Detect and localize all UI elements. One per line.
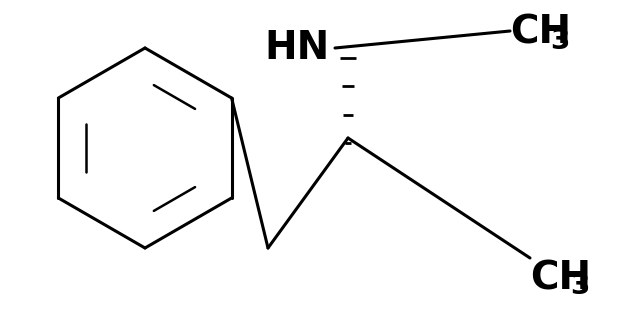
Text: 3: 3 [570,272,589,300]
Text: CH: CH [530,259,591,297]
Text: 3: 3 [550,27,570,55]
Text: HN: HN [265,29,330,67]
Text: CH: CH [510,14,571,52]
